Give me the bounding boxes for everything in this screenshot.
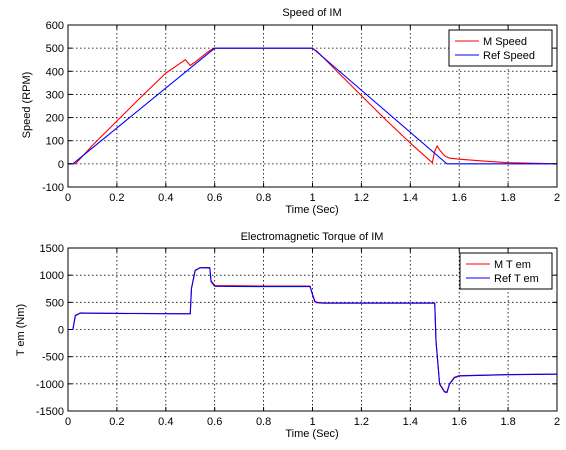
x-tick-label: 0 [65, 192, 71, 204]
y-tick-label: 200 [46, 113, 64, 125]
legend: M Speed Ref Speed [448, 29, 553, 67]
x-tick-label: 0.4 [158, 192, 173, 204]
legend-label: M T em [494, 259, 531, 271]
y-tick-label: -500 [42, 352, 64, 364]
x-tick-label: 1.6 [452, 192, 467, 204]
x-tick-label: 0.4 [158, 416, 173, 428]
x-tick-label: 1 [309, 416, 315, 428]
series-line-1 [68, 47, 557, 165]
y-tick-label: 400 [46, 66, 64, 78]
y-tick-label: -1500 [36, 406, 64, 418]
x-tick-label: 1.4 [403, 192, 418, 204]
series-line-1 [68, 267, 558, 394]
x-tick-label: 2 [554, 192, 560, 204]
speed-chart: Speed of IM Time (Sec) Speed (RPM) 0 0.2 0… [21, 7, 560, 216]
x-tick-label: 0 [65, 416, 71, 428]
y-tick-label: 600 [46, 20, 64, 32]
x-tick-label: 0.8 [256, 416, 271, 428]
x-tick-label: 0.6 [207, 192, 222, 204]
x-tick-label: 1.6 [452, 416, 467, 428]
x-tick-label: 0.2 [109, 192, 124, 204]
x-tick-label: 0.6 [207, 416, 222, 428]
y-tick-label: -1000 [36, 379, 64, 391]
y-tick-label: 1500 [40, 243, 64, 255]
x-axis-label: Time (Sec) [285, 428, 338, 440]
legend-box [459, 252, 553, 290]
x-tick-label: 1.4 [403, 416, 418, 428]
x-tick-label: 1.2 [354, 192, 369, 204]
y-tick-label: 500 [46, 43, 64, 55]
legend-label: Ref Speed [483, 50, 535, 62]
x-tick-label: 2 [554, 416, 560, 428]
y-tick-label: 0 [58, 325, 64, 337]
y-tick-label: 500 [46, 297, 64, 309]
legend: M T em Ref T em [459, 252, 553, 290]
legend-label: Ref T em [494, 273, 539, 285]
x-axis-label: Time (Sec) [285, 204, 338, 216]
y-tick-label: 0 [58, 159, 64, 171]
x-tick-label: 0.2 [109, 416, 124, 428]
x-tick-label: 1.8 [500, 192, 515, 204]
x-tick-label: 1.8 [500, 416, 515, 428]
y-tick-label: 300 [46, 89, 64, 101]
y-tick-label: -100 [42, 182, 64, 194]
legend-label: M Speed [483, 36, 527, 48]
y-tick-label: 1000 [40, 270, 64, 282]
y-axis-label: T em (Nm) [15, 304, 27, 356]
torque-chart: Electromagnetic Torque of IM Time (Sec) … [15, 231, 560, 440]
y-tick-label: 100 [46, 136, 64, 148]
chart-title: Speed of IM [282, 7, 341, 19]
x-tick-label: 1 [309, 192, 315, 204]
x-tick-label: 1.2 [354, 416, 369, 428]
y-axis-label: Speed (RPM) [21, 72, 33, 139]
x-tick-label: 0.8 [256, 192, 271, 204]
chart-title: Electromagnetic Torque of IM [241, 231, 384, 243]
legend-box [448, 29, 553, 67]
